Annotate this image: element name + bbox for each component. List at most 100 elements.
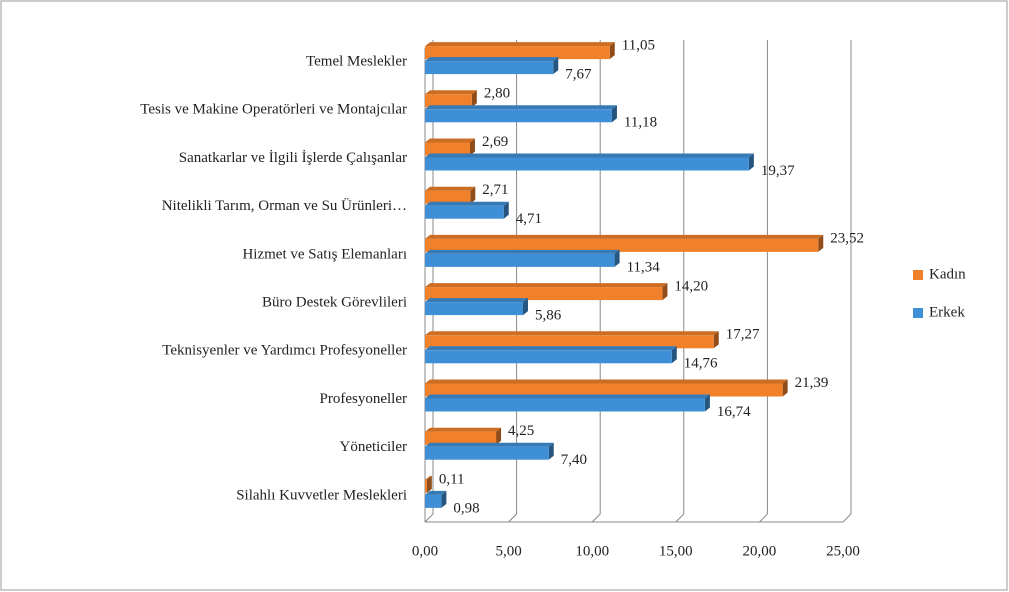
bar	[425, 475, 432, 493]
bar-face	[671, 346, 677, 364]
bar	[425, 90, 477, 108]
bar-face	[425, 383, 783, 397]
grid-line	[842, 513, 852, 523]
bar-face	[441, 490, 447, 508]
data-label: 0,11	[439, 471, 465, 487]
bar-face	[425, 394, 710, 399]
grid-line	[424, 513, 434, 523]
x-tick-label: 5,00	[495, 543, 521, 559]
bar-face	[425, 234, 824, 239]
x-tick-label: 25,00	[826, 543, 860, 559]
y-tick-label: Nitelikli Tarım, Orman ve Su Ürünleri…	[162, 197, 407, 214]
bar	[425, 42, 615, 60]
data-label: 17,27	[726, 327, 760, 343]
bar-face	[425, 153, 754, 158]
bar-face	[496, 427, 502, 445]
bar-face	[748, 153, 754, 171]
bar-face	[609, 42, 615, 60]
grid-line	[508, 513, 517, 523]
bar-face	[425, 479, 427, 493]
bar	[425, 105, 617, 123]
data-label: 4,71	[516, 211, 542, 227]
data-label: 14,20	[674, 279, 708, 295]
x-tick-label: 10,00	[575, 543, 609, 559]
bar-face	[818, 234, 824, 252]
bar-face	[425, 335, 714, 349]
bar-face	[425, 249, 620, 254]
bar-face	[425, 398, 705, 412]
bar-face	[425, 346, 677, 351]
bar-face	[425, 446, 549, 460]
bar-face	[548, 442, 554, 460]
bar-face	[425, 302, 523, 316]
bar	[425, 442, 554, 460]
bar-face	[425, 287, 663, 301]
y-tick-label: Silahlı Kuvvetler Meslekleri	[236, 487, 407, 503]
bar	[425, 201, 509, 219]
bar-face	[425, 201, 509, 206]
data-label: 5,86	[535, 308, 562, 324]
data-label: 11,34	[627, 259, 661, 275]
bar	[425, 138, 475, 156]
bar	[425, 427, 502, 445]
bar-face	[522, 298, 528, 316]
bar-face	[425, 138, 475, 143]
bar-face	[425, 57, 559, 62]
bar-face	[470, 186, 476, 204]
bar-face	[425, 253, 615, 267]
x-tick-label: 15,00	[659, 543, 693, 559]
bar-face	[713, 331, 719, 349]
bar-face	[425, 331, 719, 336]
data-label: 21,39	[795, 375, 829, 391]
bar	[425, 298, 528, 316]
bar-face	[425, 442, 554, 447]
data-label: 23,52	[830, 230, 864, 246]
bar-face	[425, 142, 470, 156]
bar-face	[425, 46, 610, 60]
bar	[425, 186, 476, 204]
data-label: 7,67	[565, 67, 592, 83]
bar-face	[425, 105, 617, 110]
y-tick-label: Tesis ve Makine Operatörleri ve Montajcı…	[140, 102, 407, 118]
bar	[425, 234, 824, 252]
data-label: 4,25	[508, 423, 534, 439]
bar-face	[425, 494, 442, 508]
x-tick-label: 0,00	[412, 543, 438, 559]
bar-face	[611, 105, 617, 123]
y-tick-label: Hizmet ve Satış Elemanları	[242, 246, 407, 262]
bar-face	[425, 94, 472, 108]
bar-face	[425, 109, 612, 123]
legend-label: Kadın	[929, 266, 966, 282]
grid-line	[675, 513, 685, 523]
bar-face	[425, 475, 432, 480]
bar-face	[425, 42, 615, 47]
y-tick-label: Teknisyenler ve Yardımcı Profesyoneller	[162, 343, 407, 359]
data-label: 16,74	[717, 404, 751, 420]
bar-face	[503, 201, 509, 219]
bar-face	[425, 238, 819, 252]
data-label: 11,18	[624, 115, 657, 131]
bar-face	[425, 298, 528, 303]
bar-face	[662, 283, 668, 301]
bar-face	[469, 138, 475, 156]
data-label: 2,71	[482, 182, 508, 198]
bar	[425, 249, 620, 267]
bar-face	[614, 249, 620, 267]
bar	[425, 57, 559, 75]
bar-face	[426, 475, 432, 493]
y-tick-label: Büro Destek Görevlileri	[262, 295, 407, 311]
y-tick-label: Temel Meslekler	[306, 54, 407, 70]
bar	[425, 331, 719, 349]
bar	[425, 283, 668, 301]
bar-face	[425, 186, 476, 191]
bar-face	[425, 350, 672, 364]
bar	[425, 153, 754, 171]
y-tick-label: Profesyoneller	[320, 391, 407, 407]
bar-face	[425, 283, 668, 288]
bar-face	[782, 379, 788, 397]
data-label: 19,37	[761, 163, 795, 179]
data-label: 11,05	[622, 38, 655, 54]
bar-face	[425, 431, 497, 445]
bar-face	[425, 427, 502, 432]
